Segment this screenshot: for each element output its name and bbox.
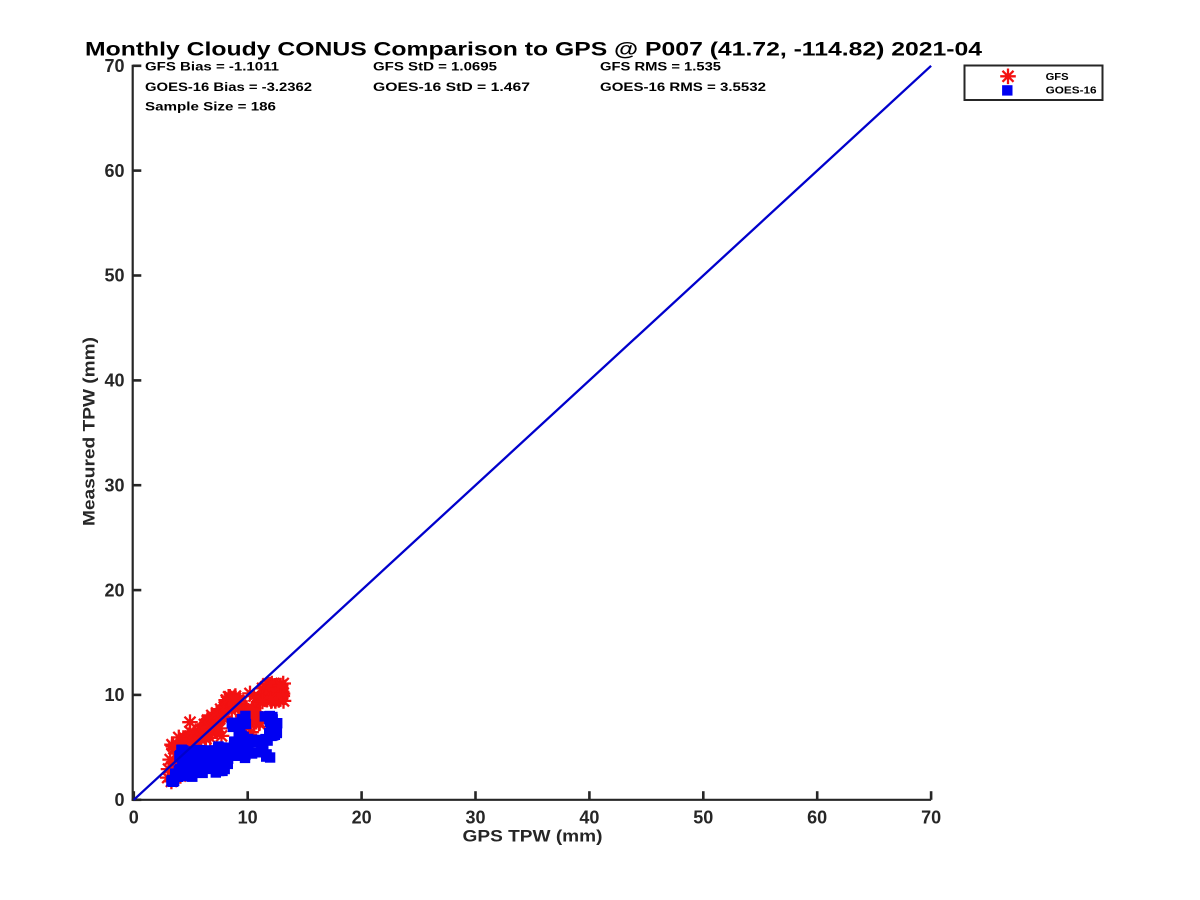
svg-text:70: 70 — [104, 56, 124, 76]
svg-text:10: 10 — [238, 807, 258, 827]
svg-text:60: 60 — [104, 161, 124, 181]
svg-text:GFS Bias = -1.1011: GFS Bias = -1.1011 — [145, 62, 280, 74]
svg-text:GOES-16 Bias = -3.2362: GOES-16 Bias = -3.2362 — [145, 82, 312, 94]
svg-text:40: 40 — [104, 371, 124, 391]
svg-text:GOES-16 RMS = 3.5532: GOES-16 RMS = 3.5532 — [600, 82, 766, 94]
svg-text:20: 20 — [104, 580, 124, 600]
svg-text:GFS: GFS — [1046, 72, 1069, 83]
svg-text:30: 30 — [465, 807, 485, 827]
svg-text:0: 0 — [129, 807, 139, 827]
svg-text:GOES-16: GOES-16 — [1046, 85, 1098, 96]
svg-text:Measured TPW (mm): Measured TPW (mm) — [80, 337, 98, 526]
svg-text:GOES-16 StD = 1.467: GOES-16 StD = 1.467 — [373, 82, 530, 94]
svg-text:Sample Size = 186: Sample Size = 186 — [145, 102, 276, 114]
svg-text:50: 50 — [104, 266, 124, 286]
svg-text:30: 30 — [104, 475, 124, 495]
svg-text:40: 40 — [579, 807, 599, 827]
svg-text:10: 10 — [104, 685, 124, 705]
svg-text:20: 20 — [352, 807, 372, 827]
svg-text:60: 60 — [807, 807, 827, 827]
svg-text:50: 50 — [693, 807, 713, 827]
svg-text:0: 0 — [114, 790, 124, 810]
svg-text:GFS StD = 1.0695: GFS StD = 1.0695 — [373, 62, 498, 74]
svg-text:70: 70 — [921, 807, 941, 827]
svg-text:Monthly Cloudy CONUS Compariso: Monthly Cloudy CONUS Comparison to GPS @… — [85, 39, 982, 61]
svg-text:GFS RMS = 1.535: GFS RMS = 1.535 — [600, 62, 722, 74]
svg-text:GPS TPW (mm): GPS TPW (mm) — [463, 827, 603, 845]
